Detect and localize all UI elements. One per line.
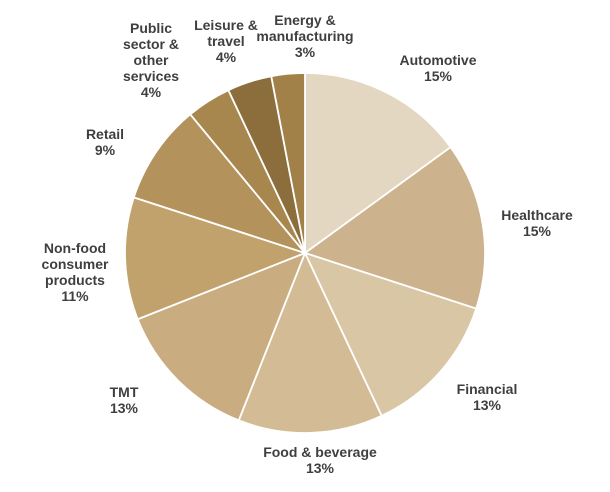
- slice-label-financial: Financial 13%: [456, 381, 518, 413]
- pie-slice-retail: [132, 113, 306, 254]
- pie-slice-non-food-consumer-products: [124, 196, 306, 321]
- pie-slice-healthcare: [304, 146, 486, 310]
- pie-slice-energy-manufacturing: [270, 72, 306, 254]
- slice-label-energy-manufacturing: Energy & manufacturing 3%: [256, 12, 354, 60]
- pie-slice-automotive: [304, 72, 452, 254]
- pie-slices-group: [124, 72, 486, 434]
- slice-label-leisure-travel: Leisure & travel 4%: [194, 17, 258, 65]
- slice-label-food-beverage: Food & beverage 13%: [263, 444, 377, 476]
- slice-label-non-food-consumer-products: Non-food consumer products 11%: [41, 240, 109, 304]
- pie-slice-food-beverage: [237, 252, 383, 434]
- slice-label-tmt: TMT 13%: [109, 384, 139, 416]
- pie-slice-tmt: [136, 252, 306, 422]
- slice-label-automotive: Automotive 15%: [399, 52, 477, 84]
- slice-label-retail: Retail 9%: [85, 126, 125, 158]
- slice-label-healthcare: Healthcare 15%: [501, 207, 573, 239]
- slice-label-public-sector-other-services: Public sector & other services 4%: [122, 20, 180, 100]
- pie-slice-financial: [304, 252, 478, 417]
